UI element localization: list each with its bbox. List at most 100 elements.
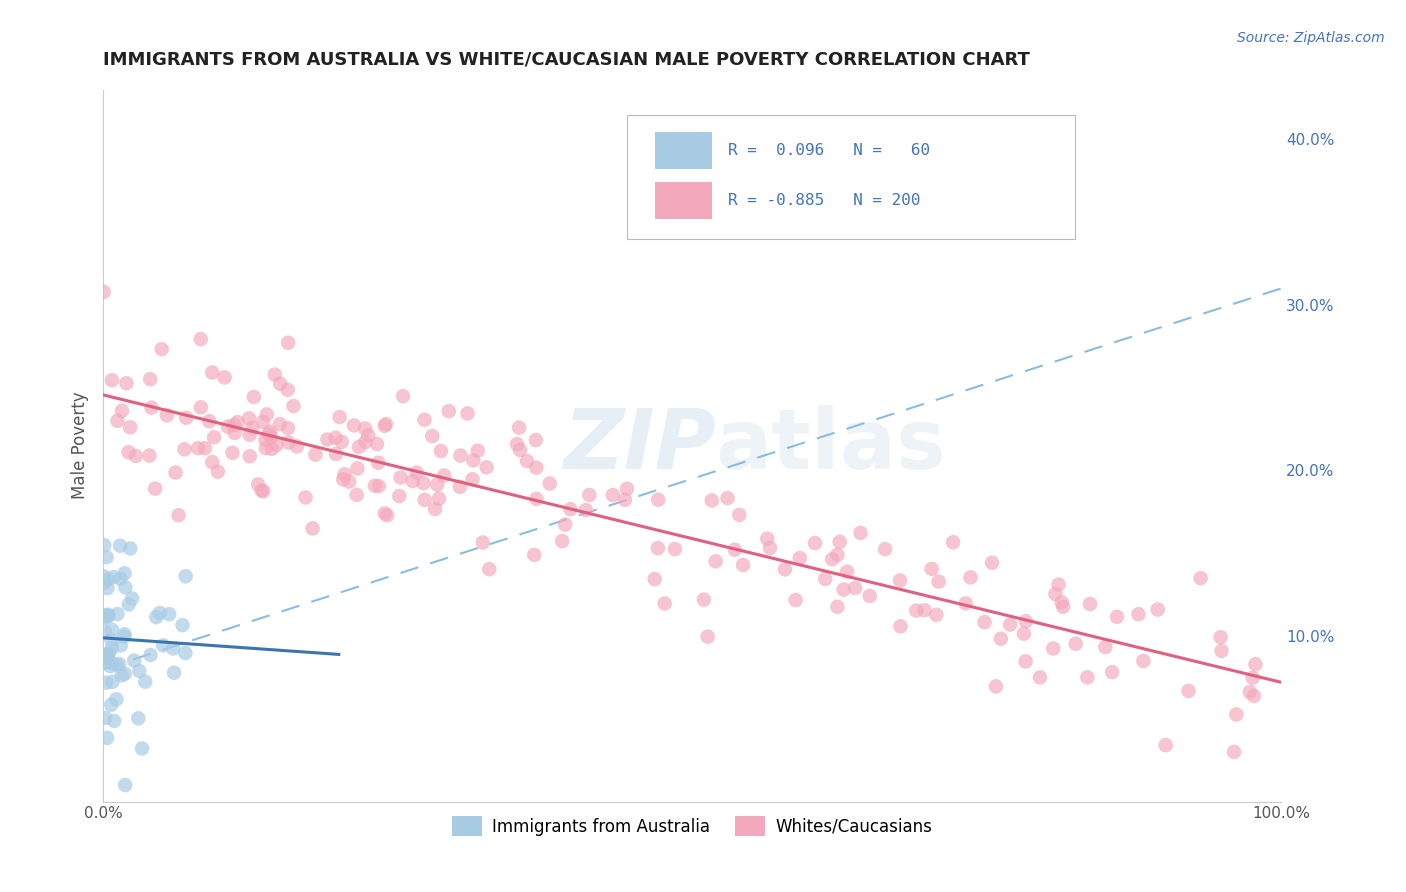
Point: [96, 550, 118, 565]
Point: [247, 477, 270, 491]
Point: [1014, 654, 1036, 668]
Point: [294, 491, 316, 505]
Point: [100, 632, 122, 647]
Point: [150, 342, 173, 356]
Point: [716, 491, 738, 505]
Point: [101, 373, 124, 387]
Point: [167, 508, 190, 523]
Point: [832, 582, 855, 597]
Point: [523, 548, 546, 562]
Point: [389, 470, 412, 484]
Point: [1015, 614, 1038, 628]
Point: [254, 442, 277, 456]
Point: [366, 437, 388, 451]
Point: [152, 639, 174, 653]
Point: [1244, 657, 1267, 672]
Point: [1052, 599, 1074, 614]
Point: [162, 641, 184, 656]
Point: [131, 741, 153, 756]
Point: [346, 461, 368, 475]
Point: [97, 607, 120, 622]
Point: [844, 581, 866, 595]
Point: [1101, 665, 1123, 679]
Point: [875, 542, 897, 557]
Point: [120, 541, 142, 556]
Point: [97, 647, 120, 661]
Point: [173, 442, 195, 457]
Point: [704, 554, 727, 568]
Point: [145, 610, 167, 624]
Point: [827, 548, 849, 562]
Point: [526, 491, 548, 506]
Point: [388, 489, 411, 503]
Point: [450, 449, 472, 463]
Point: [114, 566, 136, 581]
Point: [437, 404, 460, 418]
Text: IMMIGRANTS FROM AUSTRALIA VS WHITE/CAUCASIAN MALE POVERTY CORRELATION CHART: IMMIGRANTS FROM AUSTRALIA VS WHITE/CAUCA…: [103, 51, 1031, 69]
Point: [277, 421, 299, 435]
Point: [107, 607, 129, 621]
Point: [122, 654, 145, 668]
Point: [260, 442, 283, 456]
Point: [664, 542, 686, 557]
Point: [114, 627, 136, 641]
Point: [112, 630, 135, 644]
Point: [108, 539, 131, 553]
Point: [343, 418, 366, 433]
Point: [1243, 689, 1265, 703]
Point: [1209, 630, 1232, 644]
Point: [449, 480, 471, 494]
Point: [467, 443, 489, 458]
Point: [128, 664, 150, 678]
Point: [375, 417, 398, 432]
Point: [973, 615, 995, 630]
Point: [804, 536, 827, 550]
Point: [849, 525, 872, 540]
Point: [101, 674, 124, 689]
Point: [96, 608, 118, 623]
Point: [423, 502, 446, 516]
Point: [114, 666, 136, 681]
Point: [814, 572, 837, 586]
Point: [226, 415, 249, 429]
Point: [773, 562, 796, 576]
Point: [94, 608, 117, 623]
Point: [354, 435, 377, 450]
Point: [1154, 738, 1177, 752]
Point: [103, 714, 125, 728]
Point: [250, 483, 273, 498]
Point: [174, 646, 197, 660]
Point: [509, 442, 531, 457]
Point: [172, 618, 194, 632]
Point: [1047, 577, 1070, 591]
Point: [1012, 626, 1035, 640]
Point: [478, 562, 501, 576]
Point: [508, 420, 530, 434]
Point: [94, 711, 117, 725]
Point: [115, 376, 138, 391]
Point: [174, 410, 197, 425]
Point: [427, 491, 450, 506]
Point: [114, 580, 136, 594]
Point: [283, 399, 305, 413]
Point: [260, 430, 283, 444]
Point: [475, 460, 498, 475]
Point: [724, 542, 747, 557]
Point: [224, 425, 246, 440]
Point: [375, 508, 398, 523]
Point: [141, 401, 163, 415]
Point: [110, 639, 132, 653]
Point: [402, 474, 425, 488]
Point: [139, 372, 162, 386]
Point: [889, 574, 911, 588]
Point: [654, 597, 676, 611]
Point: [647, 541, 669, 555]
Point: [1042, 641, 1064, 656]
Point: [214, 370, 236, 384]
Y-axis label: Male Poverty: Male Poverty: [72, 392, 89, 500]
Point: [524, 433, 547, 447]
Point: [217, 419, 239, 434]
Point: [93, 624, 115, 638]
Point: [374, 418, 396, 433]
Point: [524, 460, 547, 475]
